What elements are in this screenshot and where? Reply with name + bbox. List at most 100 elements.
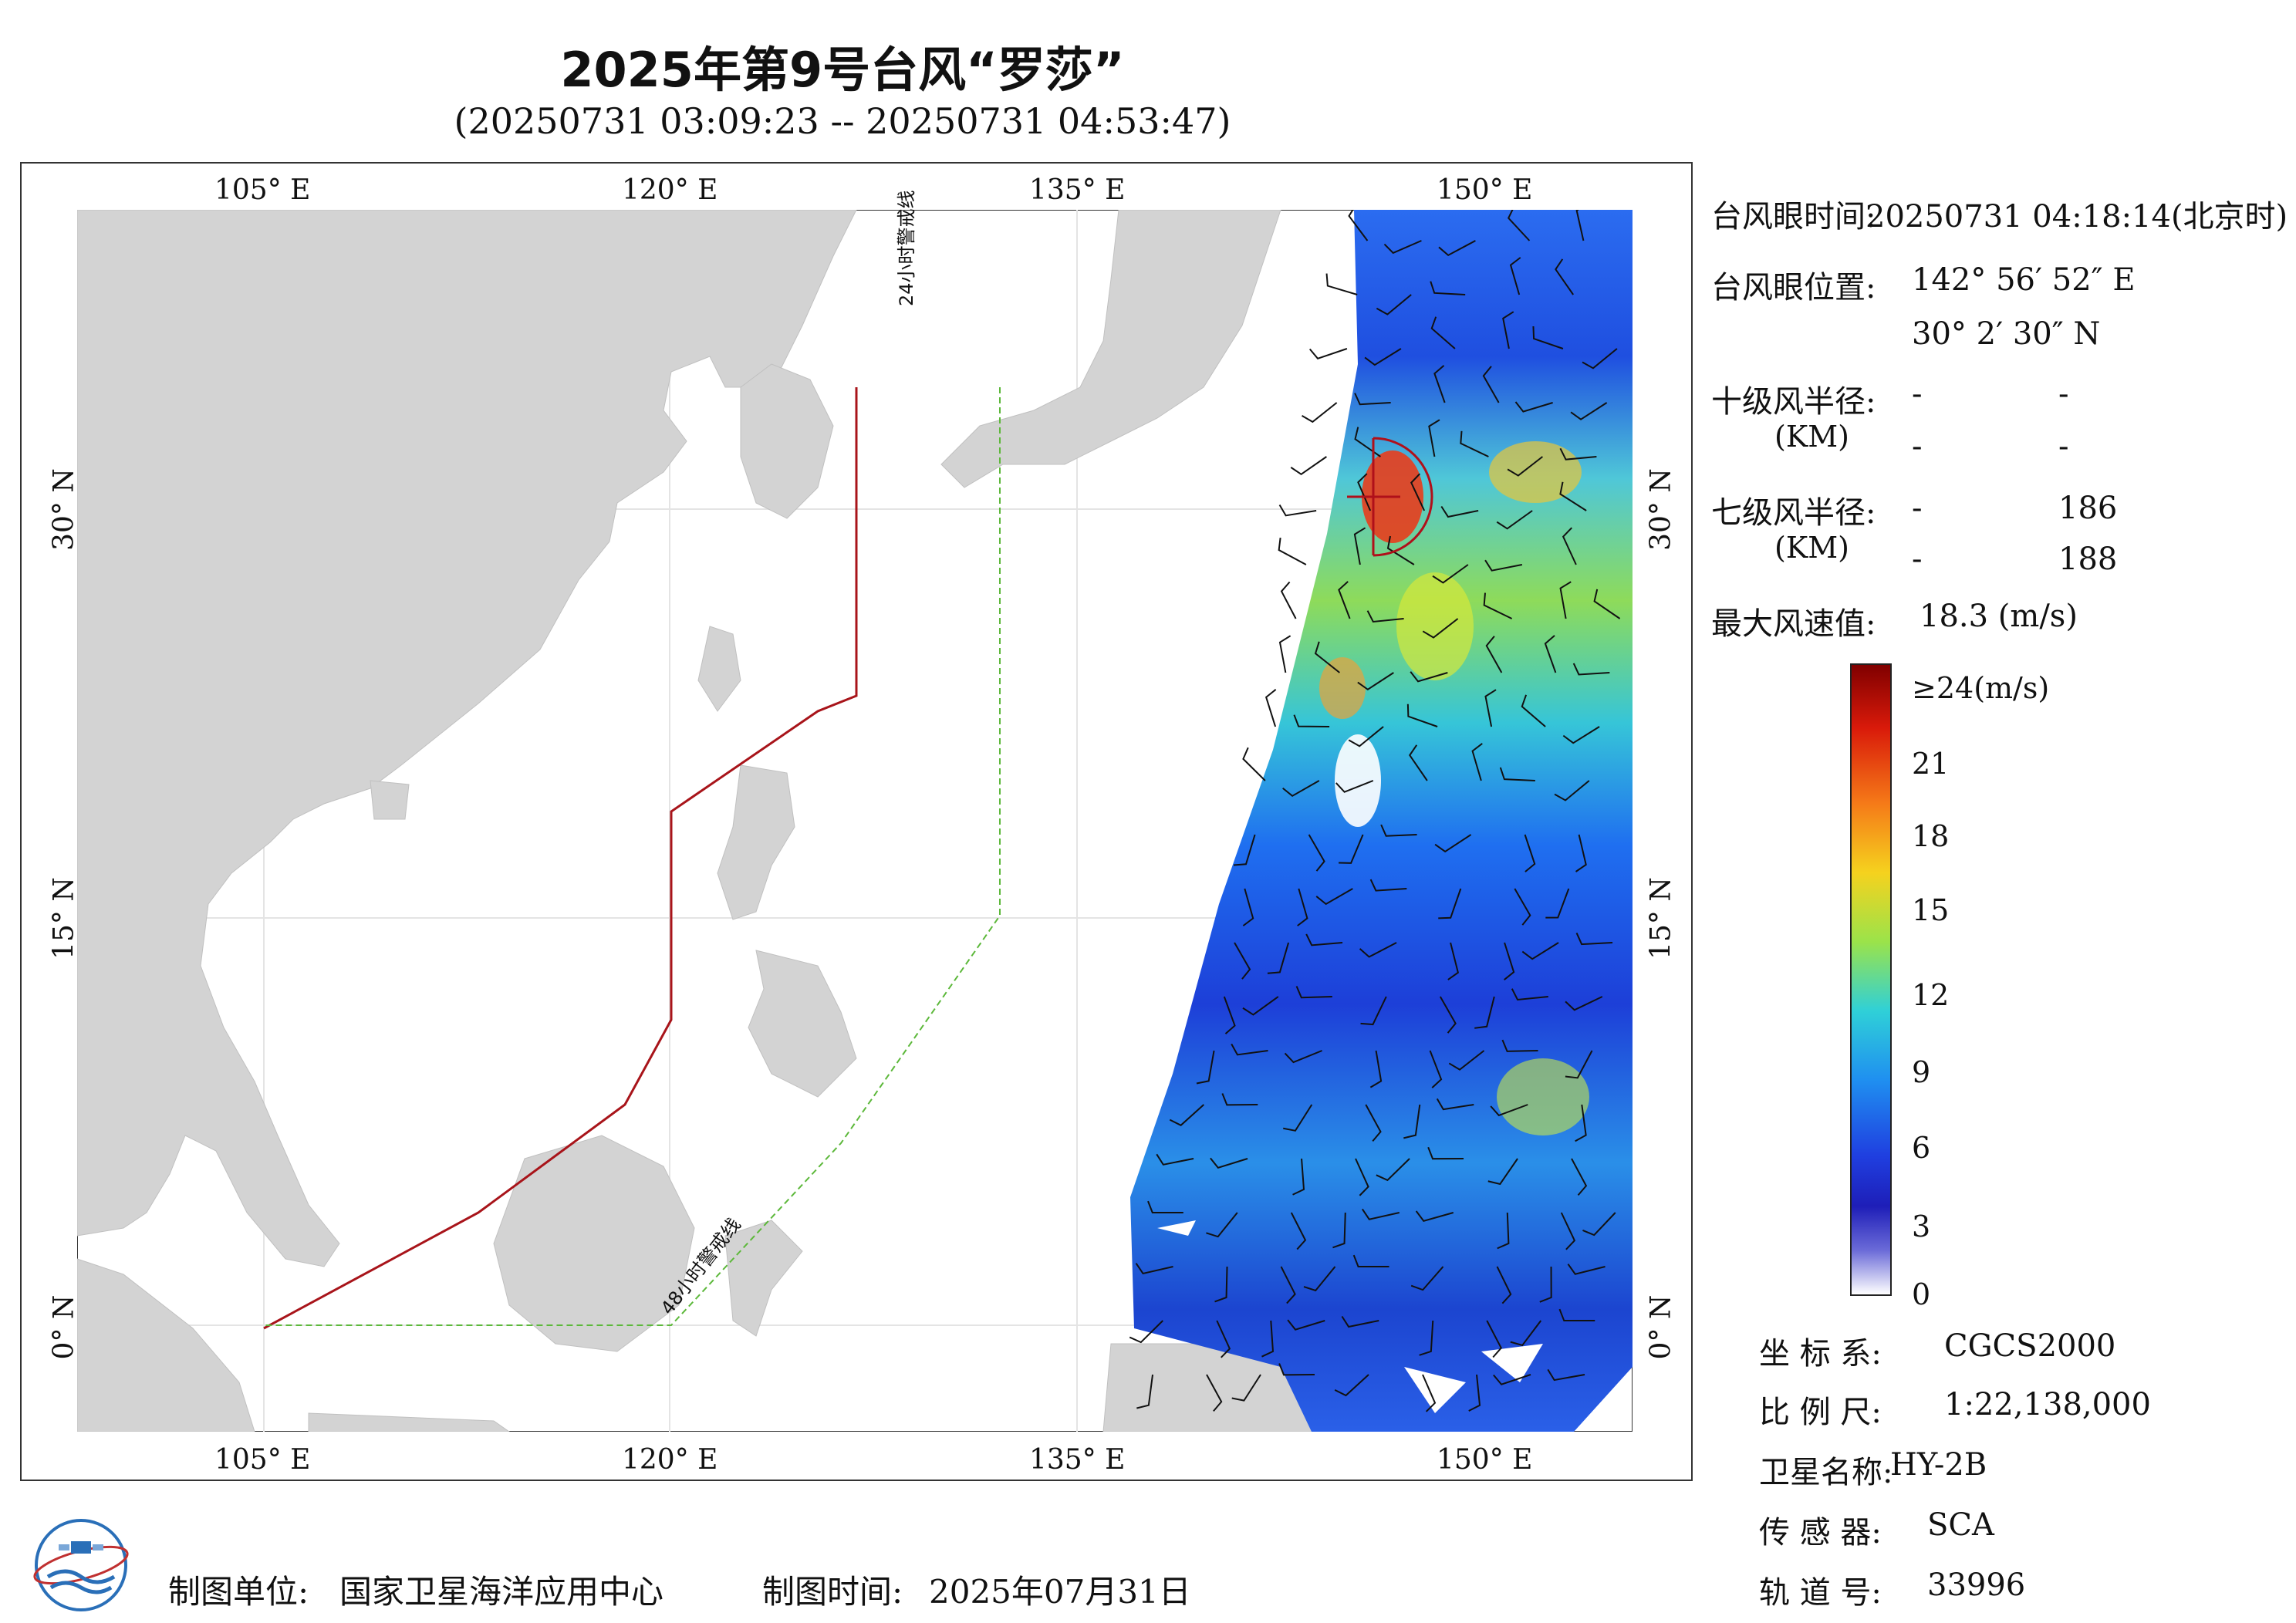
wind-barb (1575, 933, 1613, 946)
eye-time-value: 20250731 04:18:14(北京时) (1866, 199, 2288, 235)
wind-barb (1284, 1050, 1322, 1064)
wind-barb (1501, 1039, 1538, 1052)
sumatra (77, 1258, 255, 1432)
wind-barb (1362, 1208, 1400, 1220)
map-panel[interactable]: 24小时警戒线 48小时警戒线 (77, 190, 1633, 1432)
r10-unit: (KM) (1774, 420, 1849, 454)
satellite-label: 卫星名称: (1759, 1455, 1893, 1490)
r7-unit: (KM) (1774, 531, 1849, 565)
colorbar-tick-9: 9 (1912, 1055, 1931, 1089)
wind-barb (1545, 888, 1570, 919)
wind-barb (1267, 942, 1290, 974)
wind-barb (1369, 879, 1407, 892)
wind-barb (1428, 419, 1440, 457)
wind-barb (1287, 1319, 1325, 1331)
wind-barb (1514, 401, 1553, 413)
wind-barb (1504, 942, 1515, 980)
wind-barb (1409, 744, 1428, 781)
wind-barb (1582, 1212, 1616, 1237)
wind-barb (1555, 258, 1574, 295)
wind-barb (1156, 1153, 1194, 1166)
wind-barb (1570, 402, 1608, 420)
lat-tick-left-0: 0° N (48, 1294, 80, 1360)
wind-barb (1432, 564, 1469, 584)
wind-barb (1575, 210, 1585, 241)
wind-barb (1280, 1266, 1296, 1304)
luzon (717, 764, 795, 920)
wind-barb (1339, 834, 1364, 864)
wind-barb (1422, 618, 1459, 639)
wind-barb (1439, 996, 1457, 1034)
lon-tick-top-135: 135° E (1029, 174, 1126, 206)
lon-tick-top-150: 150° E (1437, 174, 1533, 206)
warning-line-24h (263, 387, 858, 1330)
wind-barb (1315, 888, 1353, 906)
wind-barb (1559, 447, 1597, 461)
wind-barb (1305, 933, 1343, 946)
wind-barb (1221, 1093, 1258, 1106)
warning-line-48h (264, 387, 1001, 1326)
wind-barb (1233, 834, 1256, 866)
wind-barb (1264, 689, 1277, 727)
wind-barb (1434, 834, 1472, 853)
wind-barb (1493, 1374, 1531, 1385)
wind-barb (1521, 942, 1559, 960)
r7-value-ne: - (1912, 491, 1923, 526)
wind-barb (1567, 1264, 1606, 1275)
wind-barb (1484, 689, 1497, 727)
wind-barb (1508, 210, 1531, 241)
r10-label: 十级风半径: (1711, 384, 1876, 420)
wind-barb (1511, 988, 1548, 1001)
wind-barb (1507, 456, 1544, 477)
wind-barb (1427, 1146, 1464, 1160)
wind-barb (1433, 365, 1446, 403)
wind-barb (1295, 986, 1332, 999)
wind-barb (1558, 1308, 1595, 1322)
wind-barb (1559, 481, 1587, 511)
wind-barb (1169, 1104, 1204, 1126)
coord-system-label: 坐 标 系: (1759, 1336, 1882, 1372)
wind-barb (1496, 510, 1533, 530)
wind-barb (1135, 1263, 1173, 1275)
wind-barb (1410, 473, 1426, 511)
r10-value-nw: - (2058, 429, 2069, 464)
scale-label: 比 例 尺: (1759, 1395, 1882, 1430)
wind-barb (1474, 996, 1495, 1029)
eye-longitude: 142° 56′ 52″ E (1912, 262, 2136, 298)
wind-barb (1430, 281, 1466, 295)
wind-barb (1554, 780, 1590, 801)
wind-barb (1410, 1266, 1444, 1291)
wind-barb (1325, 273, 1358, 295)
lat-tick-right-0: 0° N (1645, 1294, 1677, 1360)
wind-barb (1430, 316, 1456, 349)
wind-barb (1429, 1050, 1443, 1088)
wind-barb (1509, 257, 1521, 295)
wind-barb (1334, 1374, 1369, 1397)
wind-barb (1352, 1254, 1389, 1268)
wind-barb (1332, 1212, 1346, 1249)
wind-barb (1376, 294, 1412, 315)
korea (740, 363, 834, 519)
wind-barb (1231, 1043, 1268, 1056)
wind-barb (1486, 1320, 1502, 1358)
wind-barb (1282, 780, 1320, 798)
wind-barb (1560, 1212, 1576, 1250)
eye-time-label: 台风眼时间: (1711, 199, 1876, 235)
r7-label: 七级风半径: (1711, 495, 1876, 531)
wind-barb (1353, 527, 1366, 565)
wind-barb (1360, 996, 1387, 1026)
wind-barb (1575, 834, 1587, 872)
wind-barb (1436, 1098, 1474, 1111)
r10-value-ne: - (1912, 376, 1923, 412)
wind-barb (1242, 996, 1279, 1016)
wind-barb (1499, 767, 1535, 781)
wind-barb (1297, 888, 1308, 926)
japan (940, 210, 1281, 488)
typhoon-eye-marker (1347, 437, 1433, 557)
warning-24h-label: 24小时警戒线 (896, 190, 917, 306)
wind-barb (1278, 538, 1307, 565)
wind-barb (1210, 1157, 1248, 1169)
wind-barb (1242, 747, 1266, 781)
wind-barb (1575, 1104, 1587, 1142)
wind-barb (1365, 1104, 1382, 1142)
